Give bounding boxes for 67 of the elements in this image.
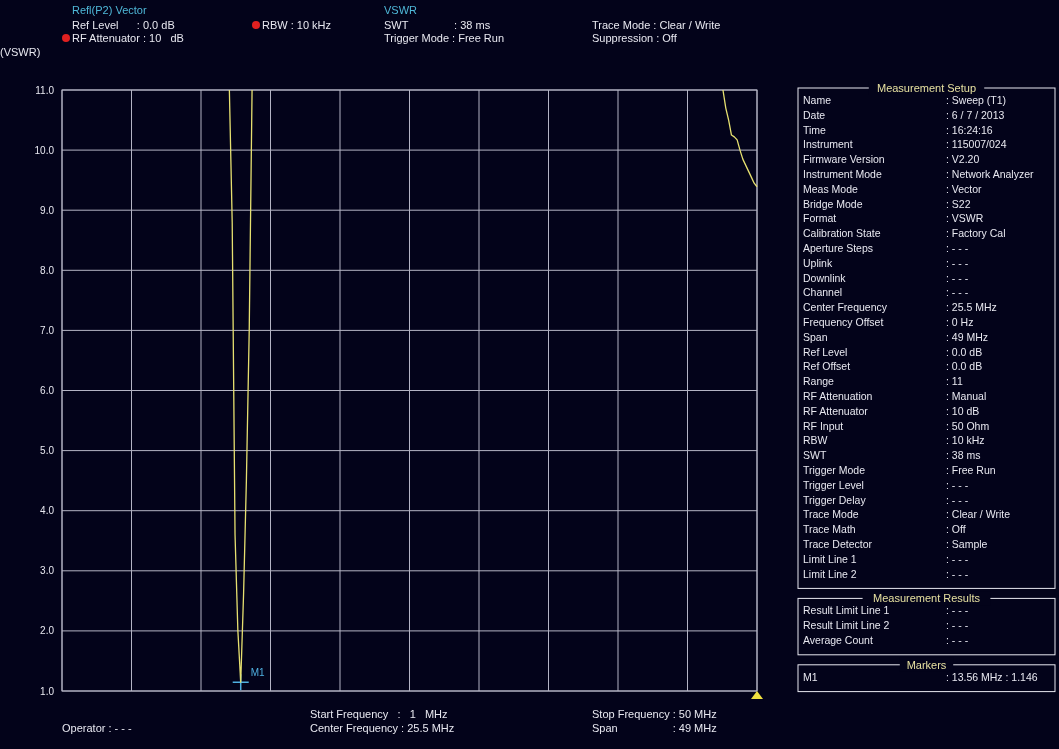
text: Result Limit Line 2 : - - - [803, 619, 969, 632]
text: Span : 49 MHz [803, 330, 989, 343]
text: Format : VSWR [803, 212, 984, 225]
text: Result Limit Line 1 : - - - [803, 604, 969, 617]
text: Limit Line 1 : - - - [803, 552, 969, 565]
text: RF Attenuator : 10 dB [72, 32, 184, 44]
text: Trace Mode : Clear / Write [803, 508, 1010, 521]
text: RF Attenuator : 10 dB [803, 404, 980, 417]
text: Firmware Version : V2.20 [803, 153, 980, 166]
text: Uplink : - - - [803, 256, 969, 269]
text: RF Input : 50 Ohm [803, 419, 990, 432]
text: Instrument : 115007/024 [803, 138, 1007, 151]
text: Trigger Delay : - - - [803, 493, 969, 506]
text: Calibration State : Factory Cal [803, 227, 1006, 240]
text: Trigger Mode : Free Run [803, 464, 996, 476]
text: Span : 49 MHz [592, 722, 717, 734]
y-tick-label: 6.0 [40, 385, 55, 396]
y-tick-label: 2.0 [40, 625, 55, 637]
text: Time : 16:24:16 [803, 123, 993, 136]
text: Center Frequency : 25.5 MHz [310, 722, 455, 734]
chart-subtitle: VSWR [384, 4, 418, 16]
text: Date : 6 / 7 / 2013 [803, 108, 1005, 121]
text: Frequency Offset : 0 Hz [803, 316, 974, 328]
text: Measurement Setup [876, 81, 977, 94]
text: RBW : 10 kHz [803, 434, 985, 447]
text: Center Frequency : 25.5 MHz [803, 301, 997, 314]
y-tick-label: 1.0 [40, 685, 55, 697]
y-tick-label: 4.0 [40, 505, 55, 517]
y-tick-label: 11.0 [35, 84, 55, 96]
series-label: M1 [250, 667, 266, 679]
text: Trace Math : Off [803, 523, 966, 536]
text: RBW : 10 kHz [262, 19, 332, 31]
text: Range : 11 [803, 375, 963, 388]
text: Ref Level : 0.0 dB [803, 345, 983, 358]
text: Channel : - - - [803, 286, 969, 299]
text: SWT : 38 ms [384, 19, 491, 31]
text: Markers [906, 658, 947, 671]
y-tick-label: 9.0 [40, 204, 55, 216]
y-tick-label: 5.0 [40, 445, 55, 457]
text: Aperture Steps : - - - [803, 242, 969, 254]
text: Meas Mode : Vector [803, 182, 982, 195]
text: Suppression : Off [592, 32, 678, 44]
text: Ref Offset : 0.0 dB [803, 360, 983, 373]
text: Trigger Level : - - - [803, 478, 969, 491]
text: Limit Line 2 : - - - [803, 567, 969, 580]
text: Ref Level : 0.0 dB [72, 19, 175, 31]
y-tick-label: 7.0 [40, 324, 55, 336]
text: Operator : - - - [62, 722, 133, 734]
text: Instrument Mode : Network Analyzer [803, 168, 1034, 180]
chart-title: Refl(P2) Vector [72, 4, 147, 16]
text: Measurement Results [873, 592, 981, 605]
text: Trace Detector : Sample [803, 538, 988, 550]
text: M1 : 13.56 MHz : 1.146 [803, 670, 1038, 683]
y-axis-title: (VSWR) [0, 46, 41, 58]
text: Downlink : - - - [803, 271, 969, 284]
text: Stop Frequency : 50 MHz [592, 708, 717, 720]
text: Name : Sweep (T1) [803, 94, 1007, 106]
text: RF Attenuation : Manual [803, 390, 987, 402]
text: Trace Mode : Clear / Write [592, 19, 721, 31]
text: Average Count : - - - [803, 634, 969, 646]
y-tick-label: 10.0 [34, 144, 55, 156]
y-tick-label: 8.0 [40, 264, 55, 276]
text: SWT : 38 ms [803, 449, 981, 462]
text: Start Frequency : 1 MHz [310, 708, 448, 720]
text: Bridge Mode : S22 [803, 197, 971, 210]
text: Trigger Mode : Free Run [384, 32, 505, 44]
y-tick-label: 3.0 [40, 565, 55, 577]
